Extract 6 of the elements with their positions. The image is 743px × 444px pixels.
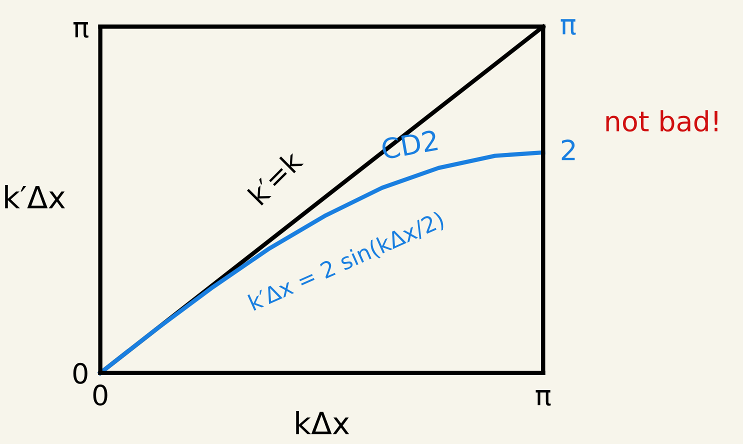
- y-axis-title: k′Δx: [5, 185, 65, 208]
- text: CD2: [380, 130, 438, 160]
- annotation: 2: [562, 140, 575, 160]
- x-axis-title: kΔx: [296, 410, 350, 434]
- annotation: π: [560, 19, 576, 35]
- text: not bad!: [606, 110, 718, 132]
